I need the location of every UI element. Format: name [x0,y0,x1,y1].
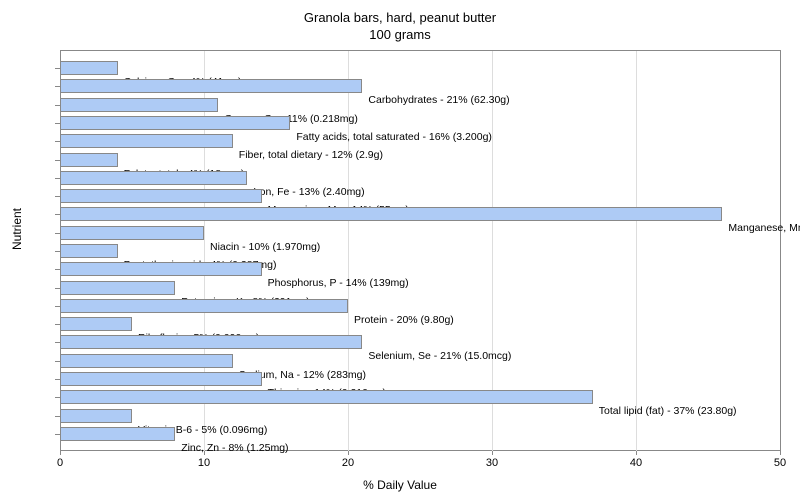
bar-row: Thiamin - 14% (0.210mg) [60,372,262,386]
bar-label: Phosphorus, P - 14% (139mg) [268,276,409,290]
bar-label: Zinc, Zn - 8% (1.25mg) [181,441,288,455]
y-tick [55,324,60,325]
y-tick [55,86,60,87]
y-tick [55,160,60,161]
x-tick [60,451,61,455]
nutrient-bar [60,427,175,441]
bar-row: Magnesium, Mg - 14% (55mg) [60,189,262,203]
y-tick [55,379,60,380]
bar-label: Manganese, Mn - 46% (0.922mg) [728,221,800,235]
y-tick [55,233,60,234]
y-tick [55,416,60,417]
y-tick [55,251,60,252]
y-tick [55,214,60,215]
chart-title-line1: Granola bars, hard, peanut butter [0,10,800,27]
nutrient-bar [60,171,247,185]
bar-row: Riboflavin - 5% (0.090mg) [60,317,132,331]
x-tick [492,451,493,455]
bar-label: Total lipid (fat) - 37% (23.80g) [599,404,737,418]
chart-title: Granola bars, hard, peanut butter 100 gr… [0,0,800,44]
nutrient-bar [60,409,132,423]
y-tick [55,288,60,289]
x-axis-label: % Daily Value [0,478,800,492]
bar-row: Phosphorus, P - 14% (139mg) [60,262,262,276]
nutrient-bar [60,335,362,349]
bar-row: Selenium, Se - 21% (15.0mcg) [60,335,362,349]
bar-row: Niacin - 10% (1.970mg) [60,226,204,240]
bar-row: Potassium, K - 8% (291mg) [60,281,175,295]
x-tick-label: 0 [57,457,63,469]
x-tick [636,451,637,455]
x-tick [780,451,781,455]
nutrient-bar [60,79,362,93]
x-tick-label: 50 [774,457,786,469]
gridline [636,51,637,451]
bar-row: Vitamin B-6 - 5% (0.096mg) [60,409,132,423]
nutrient-bar [60,354,233,368]
bar-row: Total lipid (fat) - 37% (23.80g) [60,390,593,404]
bar-row: Fatty acids, total saturated - 16% (3.20… [60,116,290,130]
nutrient-bar [60,153,118,167]
x-tick-label: 20 [342,457,354,469]
chart-title-line2: 100 grams [0,27,800,44]
bar-label: Iron, Fe - 13% (2.40mg) [253,185,364,199]
bar-label: Carbohydrates - 21% (62.30g) [368,93,509,107]
nutrient-bar [60,262,262,276]
nutrient-chart: Granola bars, hard, peanut butter 100 gr… [0,0,800,500]
y-tick [55,196,60,197]
nutrient-bar [60,134,233,148]
bar-label: Selenium, Se - 21% (15.0mcg) [368,349,511,363]
bar-row: Protein - 20% (9.80g) [60,299,348,313]
y-tick [55,306,60,307]
nutrient-bar [60,299,348,313]
nutrient-bar [60,281,175,295]
y-tick [55,68,60,69]
y-tick [55,123,60,124]
nutrient-bar [60,244,118,258]
bar-row: Iron, Fe - 13% (2.40mg) [60,171,247,185]
y-tick [55,342,60,343]
bar-row: Sodium, Na - 12% (283mg) [60,354,233,368]
y-tick [55,361,60,362]
bar-row: Zinc, Zn - 8% (1.25mg) [60,427,175,441]
nutrient-bar [60,207,722,221]
plot-area: 01020304050Calcium, Ca - 4% (41mg)Carboh… [60,50,781,451]
nutrient-bar [60,226,204,240]
nutrient-bar [60,390,593,404]
bar-row: Manganese, Mn - 46% (0.922mg) [60,207,722,221]
y-tick [55,141,60,142]
bar-row: Calcium, Ca - 4% (41mg) [60,61,118,75]
y-axis-label: Nutrient [10,208,24,250]
y-tick [55,105,60,106]
y-tick [55,178,60,179]
nutrient-bar [60,116,290,130]
nutrient-bar [60,61,118,75]
x-axis-line [60,450,780,451]
bar-label: Fiber, total dietary - 12% (2.9g) [239,148,383,162]
nutrient-bar [60,317,132,331]
bar-row: Copper, Cu - 11% (0.218mg) [60,98,218,112]
bar-row: Folate, total - 4% (18mcg) [60,153,118,167]
x-tick-label: 40 [630,457,642,469]
bar-label: Protein - 20% (9.80g) [354,313,454,327]
y-tick [55,269,60,270]
y-tick [55,434,60,435]
bar-label: Niacin - 10% (1.970mg) [210,240,320,254]
x-tick-label: 30 [486,457,498,469]
bar-row: Carbohydrates - 21% (62.30g) [60,79,362,93]
y-tick [55,397,60,398]
x-tick-label: 10 [198,457,210,469]
bar-label: Fatty acids, total saturated - 16% (3.20… [296,130,492,144]
nutrient-bar [60,372,262,386]
nutrient-bar [60,98,218,112]
bar-row: Pantothenic acid - 4% (0.387mg) [60,244,118,258]
bar-row: Fiber, total dietary - 12% (2.9g) [60,134,233,148]
x-tick [348,451,349,455]
nutrient-bar [60,189,262,203]
